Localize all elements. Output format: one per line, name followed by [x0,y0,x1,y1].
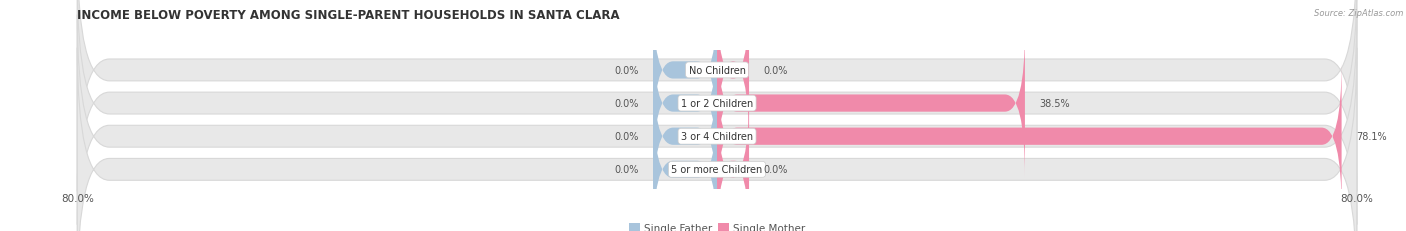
FancyBboxPatch shape [717,30,1025,178]
Text: 5 or more Children: 5 or more Children [672,165,762,175]
Text: 3 or 4 Children: 3 or 4 Children [681,132,754,142]
Text: Source: ZipAtlas.com: Source: ZipAtlas.com [1313,9,1403,18]
Legend: Single Father, Single Mother: Single Father, Single Mother [624,219,810,231]
FancyBboxPatch shape [77,0,1357,225]
Text: 78.1%: 78.1% [1355,132,1386,142]
Text: INCOME BELOW POVERTY AMONG SINGLE-PARENT HOUSEHOLDS IN SANTA CLARA: INCOME BELOW POVERTY AMONG SINGLE-PARENT… [77,9,620,22]
FancyBboxPatch shape [654,0,717,145]
FancyBboxPatch shape [77,49,1357,231]
Text: 0.0%: 0.0% [614,99,638,109]
Text: 0.0%: 0.0% [614,165,638,175]
FancyBboxPatch shape [77,15,1357,231]
FancyBboxPatch shape [654,96,717,231]
Text: 38.5%: 38.5% [1039,99,1070,109]
FancyBboxPatch shape [717,96,749,231]
Text: 0.0%: 0.0% [763,66,787,76]
FancyBboxPatch shape [654,63,717,210]
FancyBboxPatch shape [717,63,1341,210]
Text: 0.0%: 0.0% [614,66,638,76]
Text: No Children: No Children [689,66,745,76]
FancyBboxPatch shape [77,0,1357,192]
Text: 0.0%: 0.0% [763,165,787,175]
FancyBboxPatch shape [654,30,717,178]
Text: 0.0%: 0.0% [614,132,638,142]
FancyBboxPatch shape [717,0,749,145]
Text: 1 or 2 Children: 1 or 2 Children [681,99,754,109]
